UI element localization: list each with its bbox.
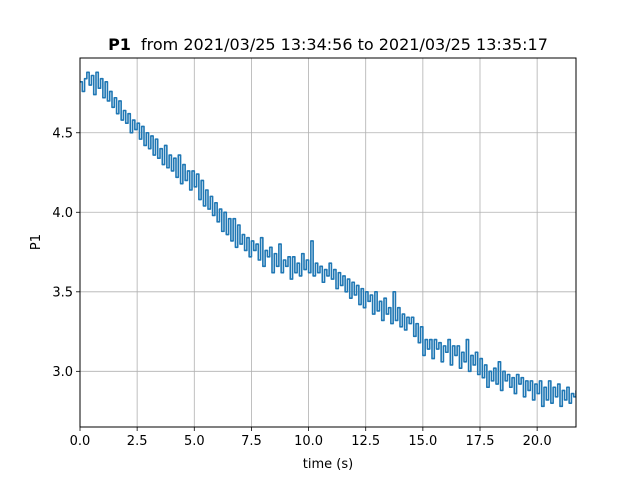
axis-ticks: 0.0 2.5 5.0 7.5 10.0 12.5 15.0 17.5 20.0 3.0 3.5 4.… — [52, 126, 551, 449]
x-tick-label: 15.0 — [408, 434, 437, 449]
x-tick-label: 12.5 — [351, 434, 380, 449]
x-axis-label: time (s) — [303, 457, 353, 472]
chart-title: P1 from 2021/03/25 13:34:56 to 2021/03/2… — [108, 35, 548, 54]
chart-title-bold: P1 — [108, 35, 131, 54]
x-tick-label: 17.5 — [466, 434, 495, 449]
series-line — [80, 71, 576, 408]
x-tick-label: 10.0 — [294, 434, 323, 449]
y-tick-label: 4.0 — [52, 206, 73, 221]
y-tick-label: 4.5 — [52, 126, 73, 141]
x-tick-label: 7.5 — [241, 434, 262, 449]
y-axis-label: P1 — [29, 234, 44, 250]
plot-frame — [79, 57, 577, 428]
series-group — [80, 71, 576, 408]
x-tick-label: 5.0 — [184, 434, 205, 449]
y-tick-label: 3.0 — [52, 365, 73, 380]
x-tick-label: 0.0 — [70, 434, 91, 449]
x-tick-label: 2.5 — [127, 434, 148, 449]
grid — [79, 58, 576, 427]
x-tick-label: 20.0 — [523, 434, 552, 449]
chart-title-rest: from 2021/03/25 13:34:56 to 2021/03/25 1… — [141, 35, 548, 54]
y-tick-label: 3.5 — [52, 285, 73, 300]
